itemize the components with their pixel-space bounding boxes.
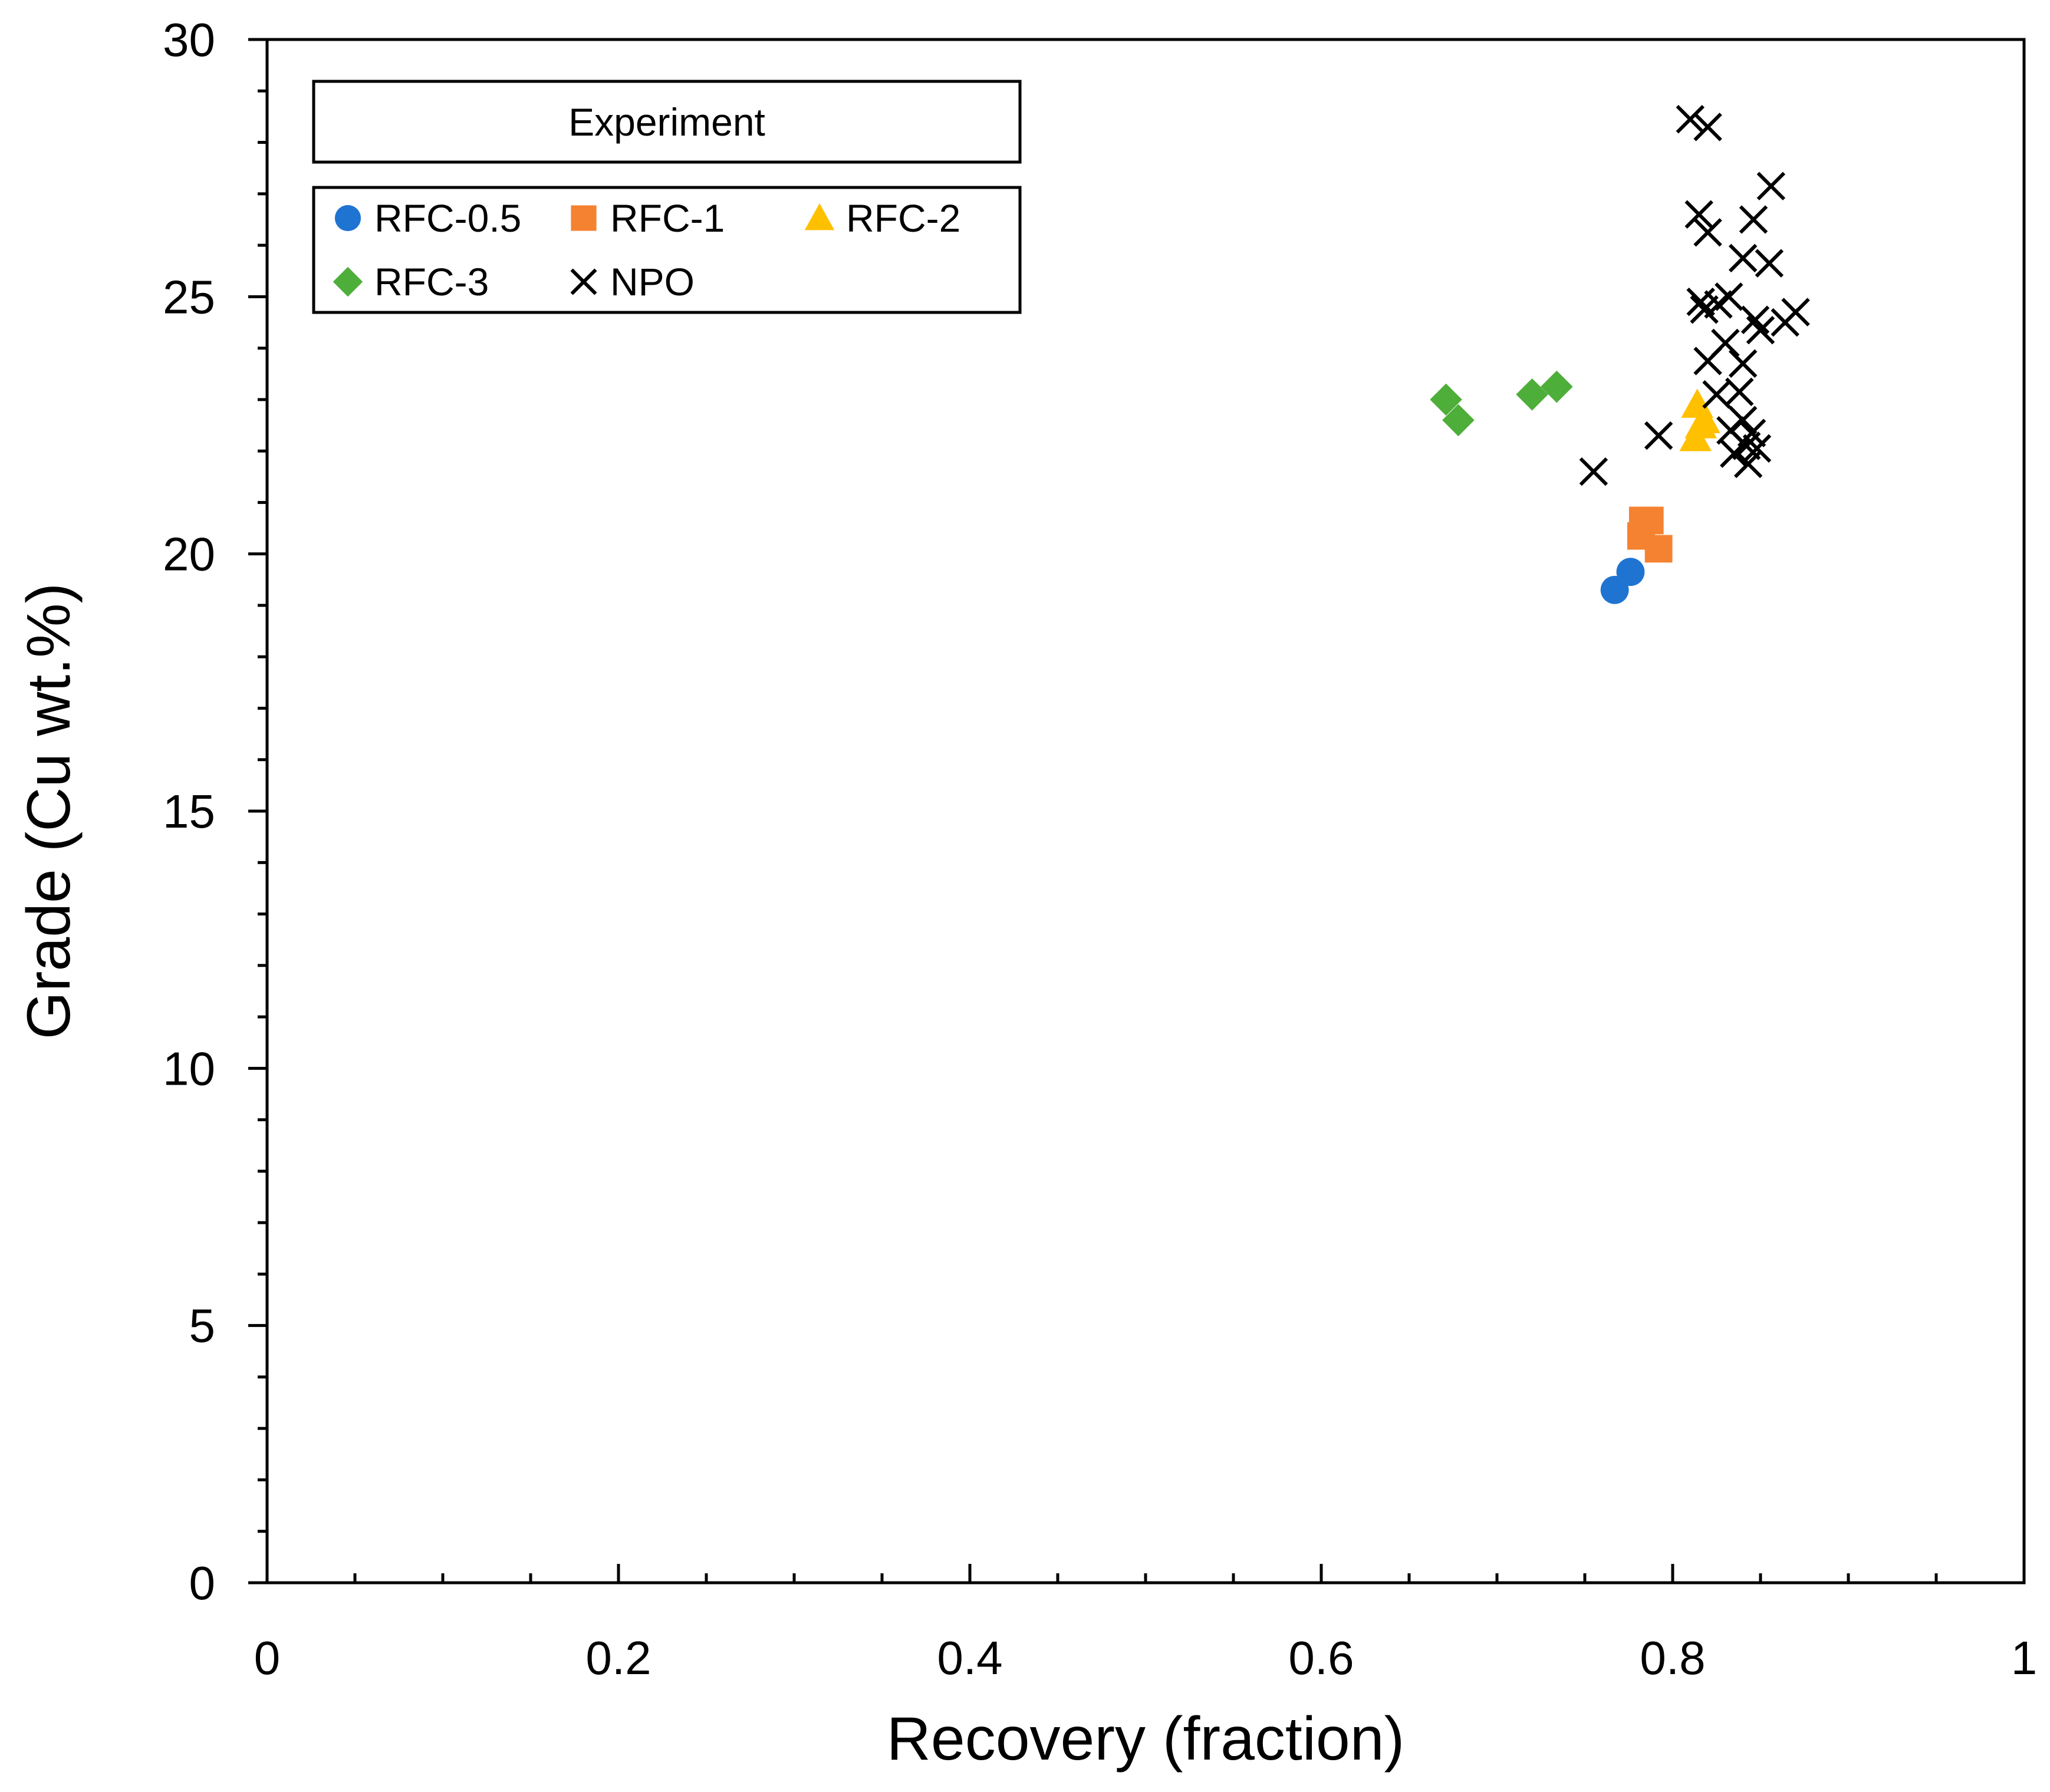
series-rfc-0-5 [1600, 558, 1645, 604]
legend-marker [570, 268, 597, 295]
data-point [1742, 434, 1772, 463]
series-rfc-1 [1627, 506, 1673, 563]
x-axis-title: Recovery (fraction) [887, 1705, 1404, 1773]
y-tick-label: 10 [163, 1042, 215, 1095]
legend: Experiment RFC-0.5 RFC-1 RFC-2 RFC-3 NPO [312, 80, 1022, 314]
data-point [1442, 404, 1475, 437]
data-point [1516, 378, 1548, 411]
legend-label: NPO [610, 260, 695, 304]
y-tick-label: 0 [189, 1557, 216, 1609]
y-tick-label: 25 [163, 271, 215, 323]
data-points [1430, 105, 1810, 604]
legend-label: RFC-3 [374, 260, 489, 304]
data-point [1693, 218, 1722, 247]
legend-marker [334, 205, 361, 232]
data-point [1746, 315, 1775, 345]
x-tick-label: 0.8 [1640, 1632, 1705, 1684]
data-point [1739, 205, 1768, 234]
y-tick-label: 30 [163, 14, 215, 66]
y-axis-tick-labels: 0 5 10 15 20 25 30 [163, 14, 215, 1609]
series-rfc-2 [1679, 388, 1720, 452]
data-point [1579, 457, 1608, 486]
x-tick-label: 0.6 [1288, 1632, 1354, 1684]
x-axis-ticks [265, 1564, 2026, 1583]
data-point [1679, 422, 1712, 452]
legend-title: Experiment [568, 100, 765, 144]
series-rfc-3 [1430, 370, 1573, 437]
x-axis-tick-labels: 0 0.2 0.4 0.6 0.8 1 [254, 1632, 2038, 1684]
data-point [1676, 105, 1705, 134]
data-point [1728, 349, 1758, 378]
legend-label: RFC-2 [846, 196, 960, 240]
legend-entry: RFC-0.5 [334, 196, 521, 240]
data-point [1725, 377, 1754, 406]
y-tick-label: 15 [163, 785, 215, 838]
data-point [1755, 249, 1784, 278]
data-point [1430, 383, 1462, 416]
data-point [1702, 380, 1731, 409]
legend-marker [804, 203, 835, 230]
legend-entry: RFC-2 [804, 196, 960, 240]
data-point [1720, 439, 1749, 468]
legend-entry: RFC-3 [333, 260, 489, 304]
data-point [1684, 200, 1713, 229]
data-point [1693, 113, 1722, 141]
y-axis-ticks [248, 38, 267, 1585]
x-tick-label: 0 [254, 1632, 281, 1684]
legend-marker [571, 205, 597, 231]
y-tick-label: 5 [189, 1300, 216, 1352]
legend-entries-box [312, 186, 1022, 314]
data-point [1644, 421, 1673, 450]
legend-marker [333, 266, 363, 297]
y-axis-title: Grade (Cu wt.%) [15, 583, 83, 1039]
y-tick-label: 20 [163, 528, 215, 581]
data-point [1616, 558, 1645, 587]
data-point [1728, 243, 1758, 273]
data-point [1733, 449, 1763, 479]
data-point [1541, 370, 1573, 403]
data-point [1690, 295, 1719, 324]
legend-label: RFC-1 [610, 196, 725, 240]
data-point [1756, 172, 1786, 200]
legend-label: RFC-0.5 [374, 196, 521, 240]
x-tick-label: 0.2 [585, 1632, 651, 1684]
legend-entry: RFC-1 [571, 196, 725, 240]
data-point [1693, 347, 1722, 375]
data-point [1771, 308, 1799, 337]
x-tick-label: 1 [2011, 1632, 2038, 1684]
series-npo [1579, 105, 1810, 486]
x-tick-label: 0.4 [937, 1632, 1002, 1684]
data-point [1644, 535, 1673, 563]
legend-title-box [312, 80, 1022, 164]
legend-entry: NPO [570, 260, 695, 304]
